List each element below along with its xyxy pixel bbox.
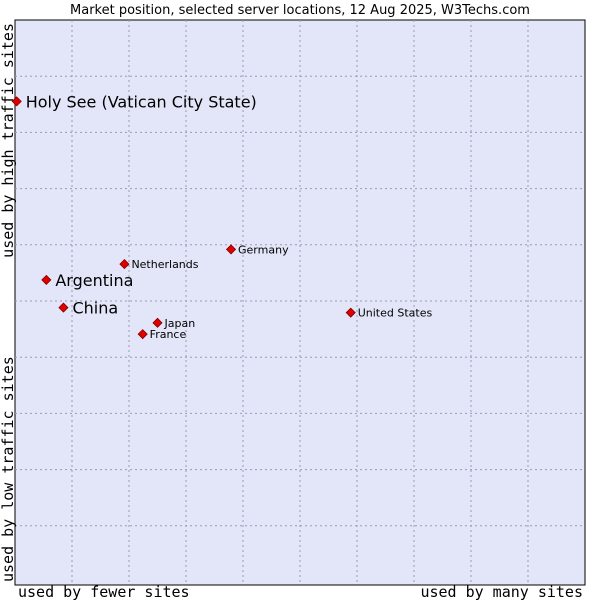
point-marker-argentina: [41, 274, 52, 285]
point-label-holy-see-vatican-city-state: Holy See (Vatican City State): [26, 92, 257, 111]
point-label-netherlands: Netherlands: [131, 258, 198, 271]
y-axis-label-bottom: used by low traffic sites: [0, 356, 17, 582]
point-marker-japan: [152, 317, 163, 328]
point-marker-germany: [225, 244, 237, 255]
point-marker-united-states: [345, 307, 356, 318]
point-label-france: France: [150, 328, 187, 341]
x-axis-label-left: used by fewer sites: [18, 583, 190, 600]
point-label-united-states: United States: [358, 307, 433, 320]
point-label-argentina: Argentina: [55, 271, 133, 290]
point-marker-netherlands: [119, 259, 130, 270]
point-label-japan: Japan: [164, 317, 196, 330]
point-marker-holy-see-vatican-city-state: [11, 96, 22, 107]
point-label-china: China: [72, 299, 118, 318]
grid-lines: [15, 20, 585, 585]
chart-title: Market position, selected server locatio…: [70, 3, 530, 18]
data-points: Holy See (Vatican City State) Germany Neth…: [11, 92, 433, 341]
point-marker-france: [137, 329, 148, 340]
point-label-germany: Germany: [238, 243, 289, 256]
y-axis-label-top: used by high traffic sites: [0, 23, 17, 258]
point-marker-china: [58, 302, 69, 313]
x-axis-label-right: used by many sites: [420, 583, 583, 600]
